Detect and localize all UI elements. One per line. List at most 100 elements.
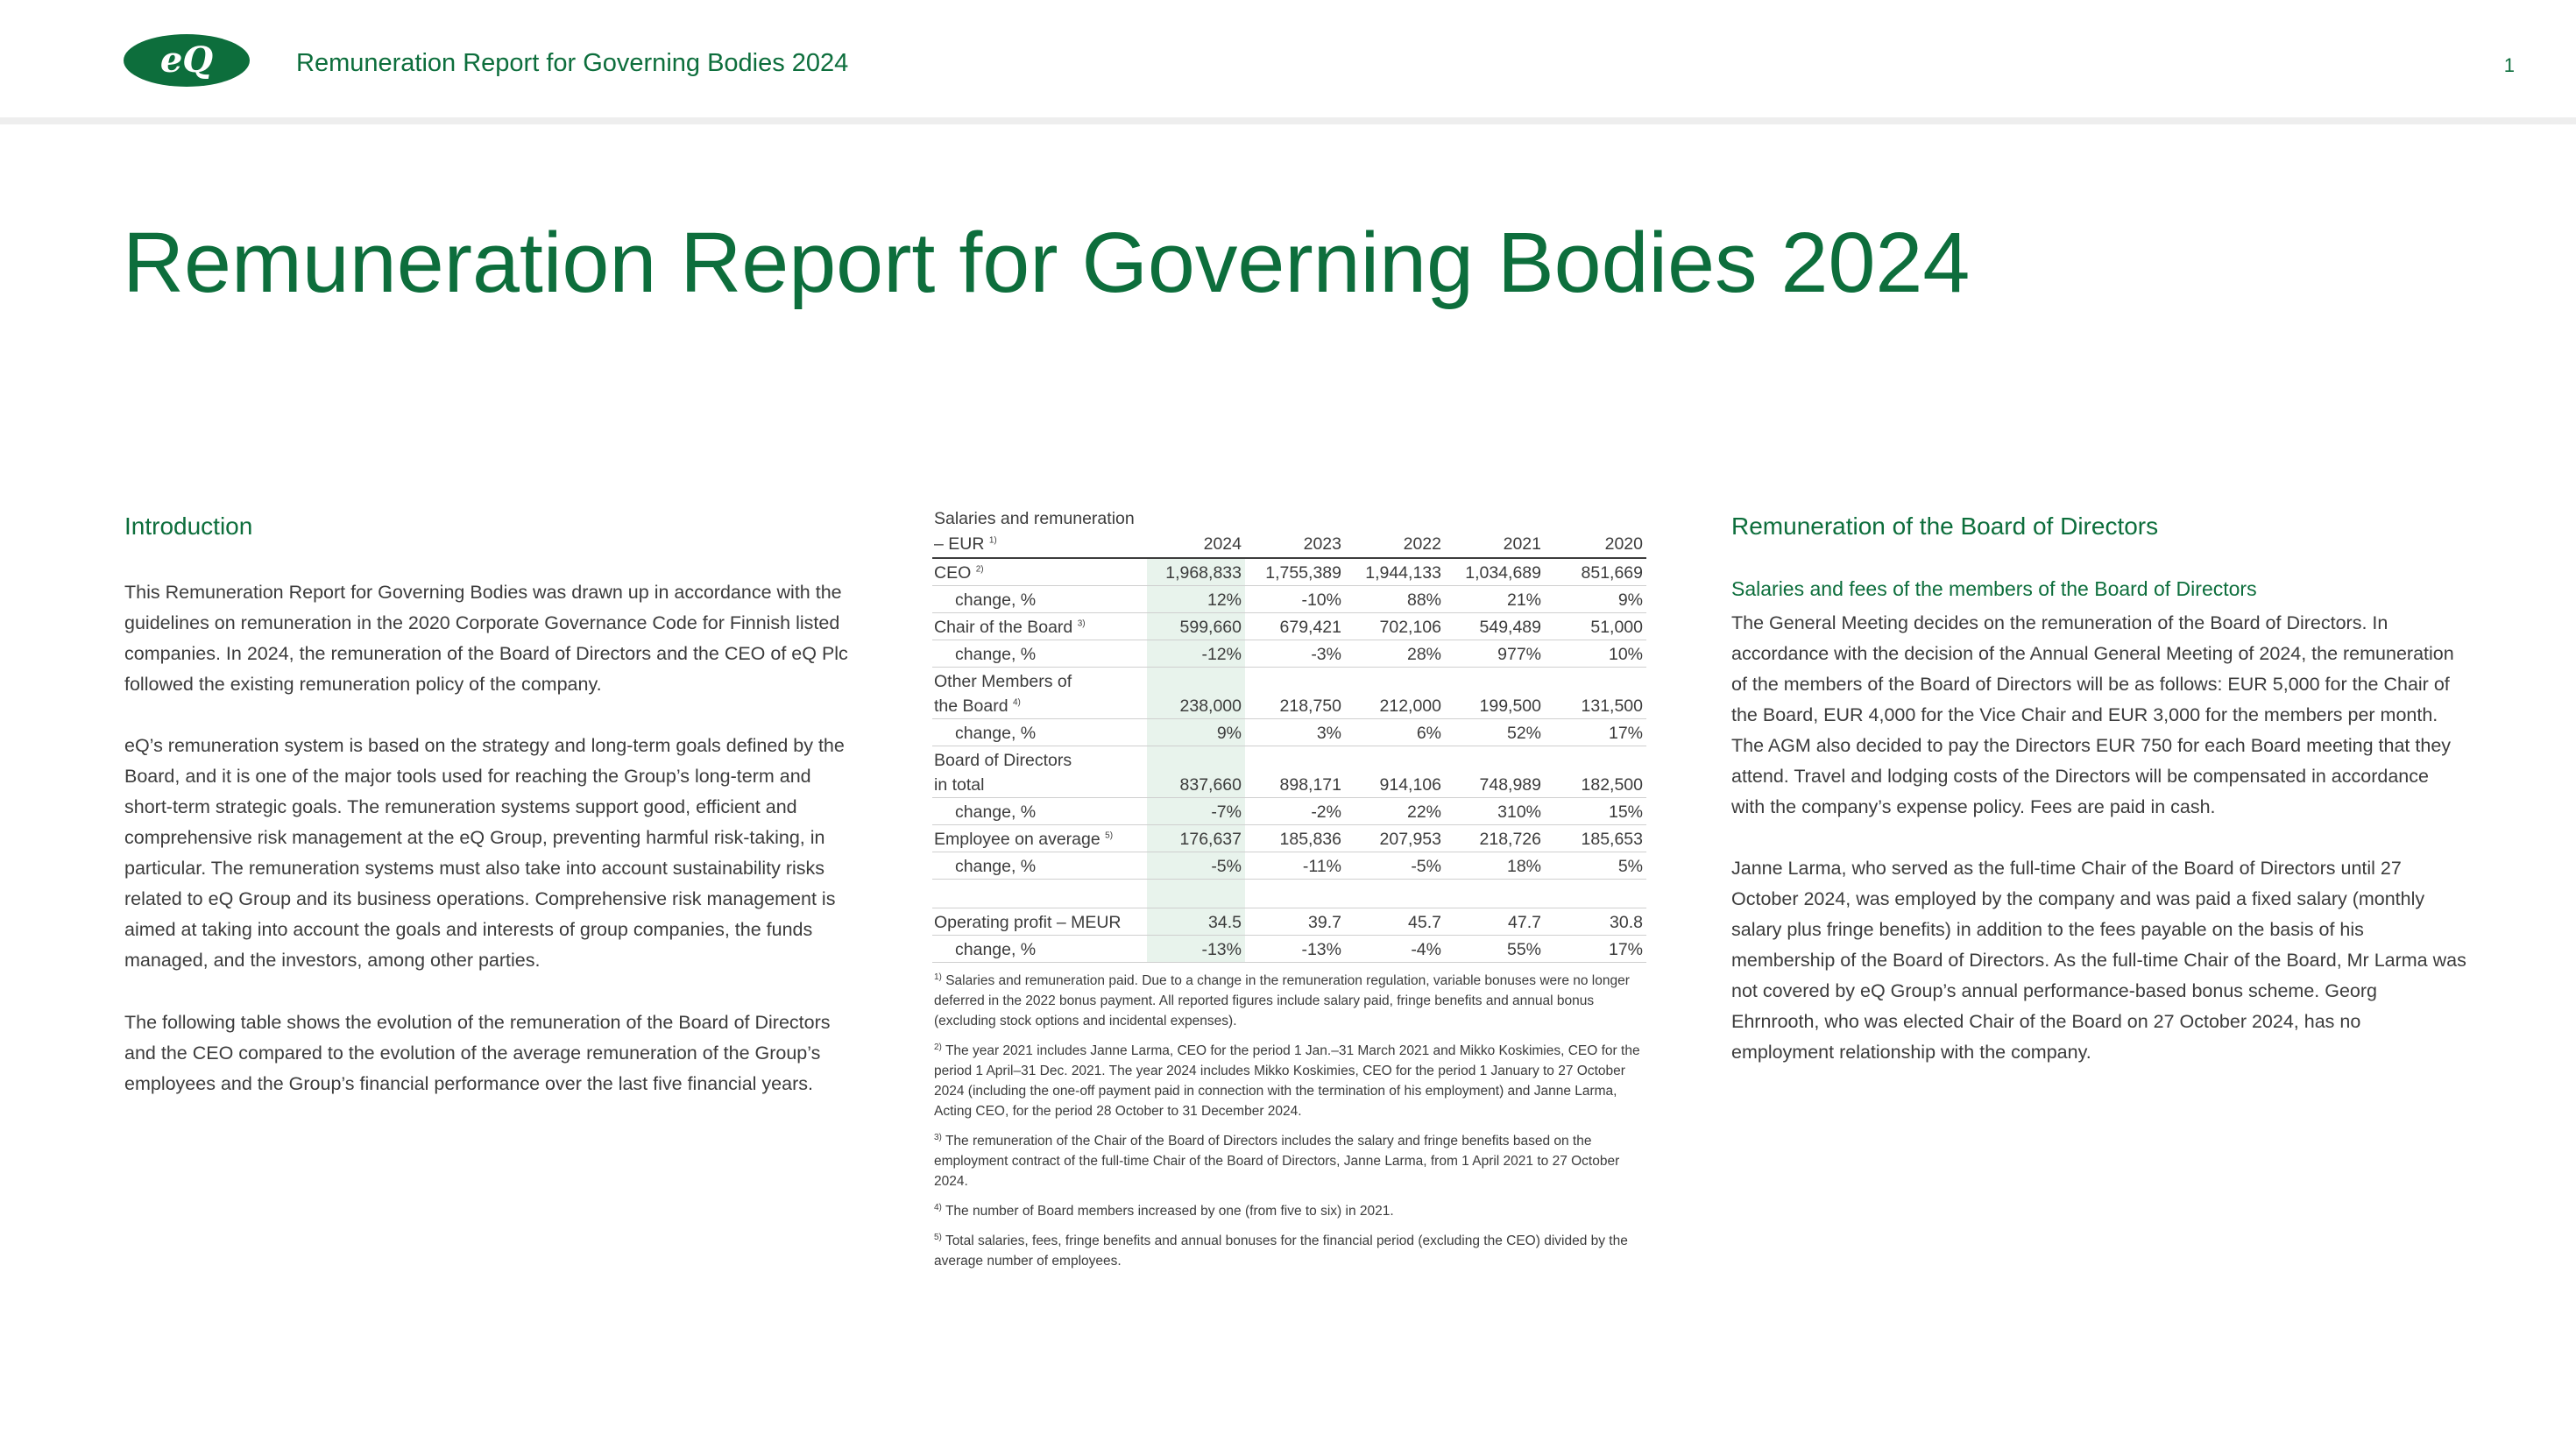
table-cell: 45.7: [1345, 908, 1445, 936]
row-label: CEO 2): [932, 558, 1147, 586]
table-cell: 6%: [1345, 718, 1445, 746]
row-label-text: Operating profit – MEUR: [934, 913, 1122, 932]
table-cell: -2%: [1245, 797, 1345, 825]
table-cell: 131,500: [1545, 667, 1646, 719]
row-label: change, %: [932, 718, 1147, 746]
table-cell: 9%: [1147, 718, 1245, 746]
row-label-text: Board of Directors: [934, 751, 1072, 770]
table-cell: 207,953: [1345, 824, 1445, 852]
row-label: Board of Directors in total: [932, 746, 1147, 798]
row-label: Operating profit – MEUR: [932, 908, 1147, 936]
eq-logo: eQ: [124, 34, 250, 87]
table-cell: 702,106: [1345, 612, 1445, 640]
table-spacer-row: [932, 879, 1646, 908]
table-row: Employee on average 5) 176,637 185,836 207,…: [932, 824, 1646, 852]
table-cell: 17%: [1545, 935, 1646, 963]
table-row: Chair of the Board 3) 599,660 679,421 702,1…: [932, 612, 1646, 640]
board-heading: Remuneration of the Board of Directors: [1731, 512, 2159, 540]
table-row: change, % -5% -11% -5% 18% 5%: [932, 852, 1646, 880]
row-label-text: change, %: [955, 724, 1037, 743]
table-row: change, % -12% -3% 28% 977% 10%: [932, 640, 1646, 668]
footnote-marker: 4): [934, 1202, 942, 1212]
footnote-marker: 5): [1105, 831, 1114, 841]
footnote-text: Total salaries, fees, fringe benefits an…: [934, 1233, 1628, 1269]
year-header: 2022: [1403, 534, 1441, 554]
table-cell: 748,989: [1445, 746, 1545, 798]
table-cell: [1245, 879, 1345, 908]
table-cell: -7%: [1147, 797, 1245, 825]
board-paragraph: Janne Larma, who served as the full-time…: [1731, 858, 2466, 1063]
table-cell: 18%: [1445, 852, 1545, 880]
table-cell: 47.7: [1445, 908, 1545, 936]
table-cell: [1445, 879, 1545, 908]
table-cell: -12%: [1147, 640, 1245, 668]
table-cell: [1147, 879, 1245, 908]
table-cell: 17%: [1545, 718, 1646, 746]
header-label-line2: – EUR: [934, 534, 985, 554]
svg-text:eQ: eQ: [160, 39, 213, 81]
footnote-text: The number of Board members increased by…: [945, 1204, 1394, 1219]
row-label-text-line2: the Board: [934, 696, 1008, 716]
table-row: change, % 12% -10% 88% 21% 9%: [932, 585, 1646, 613]
table-cell: 185,836: [1245, 824, 1345, 852]
row-label: change, %: [932, 852, 1147, 880]
table-cell: 679,421: [1245, 612, 1345, 640]
table-cell: 3%: [1245, 718, 1345, 746]
row-label: Other Members of the Board 4): [932, 667, 1147, 719]
table-cell: 15%: [1545, 797, 1646, 825]
table-row: Operating profit – MEUR 34.5 39.7 45.7 47.7 3…: [932, 908, 1646, 936]
table-row: change, % -13% -13% -4% 55% 17%: [932, 935, 1646, 963]
footnote-marker: 1): [934, 972, 942, 982]
table-cell: 1,034,689: [1445, 558, 1545, 586]
table-cell: 51,000: [1545, 612, 1646, 640]
footnote-marker: 1): [988, 535, 997, 546]
footnote-marker: 5): [934, 1232, 942, 1242]
table-cell: 10%: [1545, 640, 1646, 668]
table-cell: 218,750: [1245, 667, 1345, 719]
footnote-marker: 2): [975, 564, 984, 575]
table-row: Other Members of the Board 4) 238,000 218,7…: [932, 667, 1646, 719]
footnote-text: The remuneration of the Chair of the Boa…: [934, 1134, 1620, 1189]
table-cell: 88%: [1345, 585, 1445, 613]
board-subheading: Salaries and fees of the members of the …: [1731, 577, 2257, 600]
board-paragraph: The General Meeting decides on the remun…: [1731, 612, 2454, 817]
table-cell: 914,106: [1345, 746, 1445, 798]
footnote-text: The year 2021 includes Janne Larma, CEO …: [934, 1043, 1640, 1119]
footnote-marker: 3): [1077, 618, 1086, 629]
header-label-line1: Salaries and remuneration: [934, 509, 1135, 528]
table-cell: 898,171: [1245, 746, 1345, 798]
table-cell: 212,000: [1345, 667, 1445, 719]
page-title: Remuneration Report for Governing Bodies…: [123, 215, 1971, 310]
footnote-marker: 2): [934, 1042, 942, 1052]
table-cell: 21%: [1445, 585, 1545, 613]
table-cell: 599,660: [1147, 612, 1245, 640]
row-label: change, %: [932, 797, 1147, 825]
footnote: 4) The number of Board members increased…: [934, 1201, 1652, 1221]
table-cell: 52%: [1445, 718, 1545, 746]
row-label: change, %: [932, 640, 1147, 668]
table-cell: 1,944,133: [1345, 558, 1445, 586]
table-row: CEO 2) 1,968,833 1,755,389 1,944,133 1,034,6…: [932, 558, 1646, 586]
year-header: 2023: [1303, 534, 1341, 554]
table-cell: 12%: [1147, 585, 1245, 613]
intro-paragraph: eQ’s remuneration system is based on the…: [124, 735, 845, 971]
footnote: 1) Salaries and remuneration paid. Due t…: [934, 971, 1652, 1031]
table-cell: 22%: [1345, 797, 1445, 825]
table-cell: [1345, 879, 1445, 908]
row-label: Employee on average 5): [932, 824, 1147, 852]
table-cell: 199,500: [1445, 667, 1545, 719]
table-cell: 310%: [1445, 797, 1545, 825]
table-cell: -13%: [1245, 935, 1345, 963]
table-cell: 185,653: [1545, 824, 1646, 852]
table-cell: 30.8: [1545, 908, 1646, 936]
table-header-label: Salaries and remuneration – EUR 1): [932, 506, 1147, 558]
table-cell: -13%: [1147, 935, 1245, 963]
table-cell: 837,660: [1147, 746, 1245, 798]
header-title: Remuneration Report for Governing Bodies…: [296, 49, 849, 77]
table-cell: -11%: [1245, 852, 1345, 880]
row-label: Chair of the Board 3): [932, 612, 1147, 640]
table-cell: 34.5: [1147, 908, 1245, 936]
remuneration-table: Salaries and remuneration – EUR 1) 2024 …: [932, 506, 1646, 963]
footnote-text: Salaries and remuneration paid. Due to a…: [934, 973, 1630, 1028]
table-cell: [932, 879, 1147, 908]
